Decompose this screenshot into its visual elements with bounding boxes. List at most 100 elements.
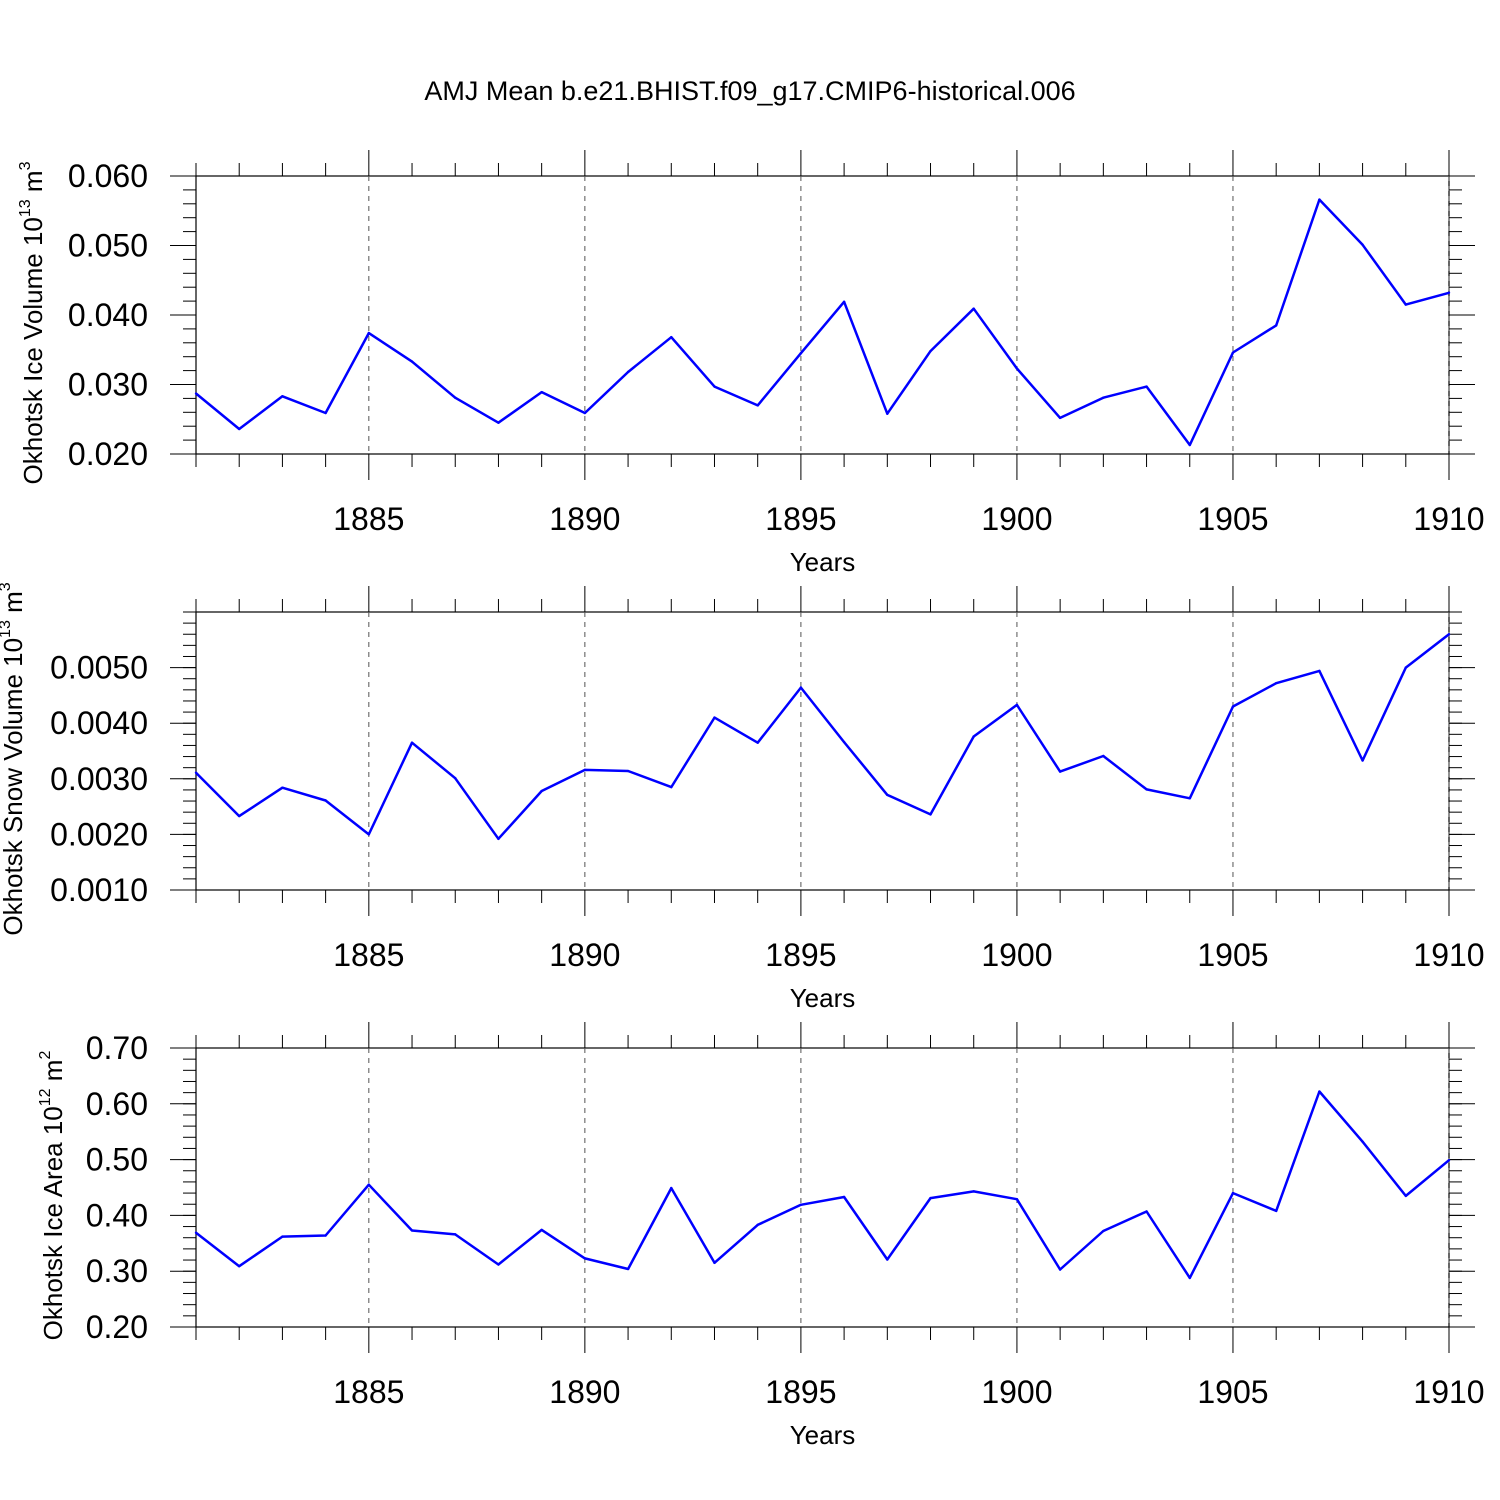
y-tick-label: 0.30 bbox=[86, 1253, 148, 1289]
data-point bbox=[670, 336, 673, 339]
y-axis-label-text: Okhotsk Snow Volume 10 bbox=[0, 638, 28, 936]
data-point bbox=[583, 1257, 587, 1260]
y-tick-label: 0.040 bbox=[68, 297, 148, 333]
y-axis-label: Okhotsk Snow Volume 1013 m3 bbox=[0, 582, 28, 935]
data-point bbox=[713, 716, 716, 719]
y-axis-label-unit-exponent: 3 bbox=[0, 582, 14, 591]
y-tick-label: 0.0050 bbox=[50, 650, 148, 686]
x-tick-label: 1885 bbox=[333, 937, 404, 973]
x-tick-label: 1890 bbox=[549, 937, 620, 973]
data-point bbox=[497, 1263, 500, 1266]
data-point bbox=[1102, 754, 1105, 758]
x-tick-label: 1890 bbox=[549, 1374, 620, 1410]
x-tick-label: 1900 bbox=[981, 937, 1052, 973]
x-tick-label: 1900 bbox=[981, 501, 1052, 537]
data-point bbox=[713, 1261, 716, 1265]
data-point bbox=[799, 686, 803, 689]
data-point bbox=[497, 837, 500, 841]
data-point bbox=[929, 813, 932, 816]
data-point bbox=[1404, 666, 1407, 669]
data-point bbox=[1058, 1268, 1062, 1271]
data-point bbox=[583, 768, 587, 772]
data-point bbox=[238, 1264, 241, 1268]
data-point bbox=[756, 1223, 759, 1227]
plot-frame bbox=[195, 1047, 1450, 1328]
data-point bbox=[1361, 1140, 1364, 1143]
data-point bbox=[972, 1190, 975, 1193]
data-point bbox=[1231, 351, 1235, 354]
data-point bbox=[842, 300, 846, 303]
data-point bbox=[1015, 367, 1019, 370]
data-point bbox=[713, 385, 716, 388]
y-axis-label-unit-exponent: 2 bbox=[37, 1051, 54, 1060]
panel-3: 1885 1890 1895 1900 1905 1910 0.20 0.30 0.40 0.50… bbox=[37, 1022, 1485, 1450]
y-axis-label: Okhotsk Ice Volume 1013 m3 bbox=[17, 161, 48, 484]
data-point bbox=[367, 331, 371, 335]
y-tick-label: 0.50 bbox=[86, 1142, 148, 1178]
plot-frame bbox=[195, 175, 1450, 455]
y-axis-label-unit-exponent: 3 bbox=[17, 161, 34, 170]
data-point bbox=[540, 789, 543, 793]
data-point bbox=[1447, 633, 1451, 636]
series-line bbox=[195, 198, 1450, 447]
data-point bbox=[367, 833, 371, 836]
x-tick-label: 1910 bbox=[1413, 501, 1484, 537]
data-point bbox=[1404, 303, 1407, 306]
data-point bbox=[886, 793, 889, 797]
data-point bbox=[886, 1258, 889, 1261]
data-point bbox=[281, 1235, 284, 1238]
data-point bbox=[410, 1229, 414, 1232]
data-point bbox=[1102, 1229, 1105, 1233]
data-point bbox=[842, 1195, 846, 1199]
plot-frame bbox=[195, 611, 1450, 891]
data-point bbox=[238, 814, 241, 818]
data-point bbox=[972, 307, 975, 310]
data-point bbox=[929, 1196, 932, 1200]
y-tick-label: 0.60 bbox=[86, 1086, 148, 1122]
x-tick-label: 1905 bbox=[1197, 1374, 1268, 1410]
panels-group: 1885 1890 1895 1900 1905 1910 0.020 0.030 0.040 0… bbox=[0, 150, 1485, 1450]
data-point bbox=[1361, 243, 1364, 247]
y-tick-label: 0.030 bbox=[68, 367, 148, 403]
data-point bbox=[410, 360, 414, 363]
data-point bbox=[1318, 198, 1321, 201]
data-point bbox=[1274, 681, 1278, 685]
data-point bbox=[1145, 1210, 1148, 1213]
y-tick-label: 0.40 bbox=[86, 1197, 148, 1233]
y-tick-label: 0.050 bbox=[68, 228, 148, 264]
x-tick-label: 1905 bbox=[1197, 501, 1268, 537]
data-point bbox=[238, 427, 241, 431]
data-point bbox=[1145, 788, 1148, 791]
data-point bbox=[1274, 1209, 1278, 1213]
data-point bbox=[670, 785, 673, 789]
y-tick-label: 0.0010 bbox=[50, 872, 148, 908]
data-point bbox=[626, 769, 630, 773]
x-tick-label: 1890 bbox=[549, 501, 620, 537]
data-point bbox=[1318, 669, 1321, 673]
y-tick-label: 0.70 bbox=[86, 1030, 148, 1066]
data-point bbox=[1015, 703, 1019, 707]
x-axis-label: Years bbox=[790, 983, 856, 1013]
data-point bbox=[194, 771, 198, 774]
data-point bbox=[1188, 443, 1191, 447]
x-tick-label: 1895 bbox=[765, 937, 836, 973]
data-point bbox=[1404, 1194, 1407, 1198]
data-point bbox=[1058, 770, 1062, 773]
panel-2: 1885 1890 1895 1900 1905 1910 0.0010 0.0020 0.00… bbox=[0, 582, 1485, 1013]
panel-1: 1885 1890 1895 1900 1905 1910 0.020 0.030 0.040 0… bbox=[17, 150, 1485, 577]
data-point bbox=[886, 412, 889, 415]
x-axis-label: Years bbox=[790, 1420, 856, 1450]
y-axis-label: Okhotsk Ice Area 1012 m2 bbox=[37, 1051, 68, 1341]
data-point bbox=[1231, 1191, 1235, 1195]
data-point bbox=[1447, 1158, 1451, 1162]
data-point bbox=[756, 741, 759, 744]
data-point bbox=[1145, 385, 1148, 388]
data-point bbox=[972, 735, 975, 738]
y-tick-label: 0.20 bbox=[86, 1309, 148, 1345]
data-point bbox=[454, 777, 457, 780]
data-point bbox=[540, 390, 543, 394]
x-tick-label: 1905 bbox=[1197, 937, 1268, 973]
y-tick-label: 0.060 bbox=[68, 158, 148, 194]
x-tick-label: 1895 bbox=[765, 1374, 836, 1410]
